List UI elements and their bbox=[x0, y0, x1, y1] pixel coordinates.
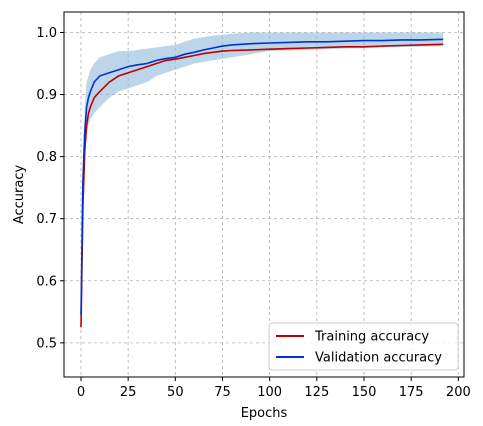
y-tick-label: 1.0 bbox=[36, 26, 57, 41]
x-tick-label: 50 bbox=[167, 385, 184, 400]
y-axis-label: Accuracy bbox=[12, 165, 27, 225]
plot-frame bbox=[63, 11, 465, 378]
std-band-area bbox=[81, 32, 444, 325]
x-tick-label: 150 bbox=[352, 385, 377, 400]
y-tick-label: 0.9 bbox=[36, 88, 57, 103]
legend-label-validation: Validation accuracy bbox=[315, 351, 442, 366]
y-tick-label: 0.8 bbox=[36, 150, 57, 165]
x-axis-ticks: 0 25 50 75 100 125 150 175 200 bbox=[77, 377, 471, 400]
legend: Training accuracy Validation accuracy bbox=[268, 322, 459, 371]
legend-box bbox=[268, 322, 459, 371]
y-axis-ticks: 0.5 0.6 0.7 0.8 0.9 1.0 bbox=[36, 26, 64, 351]
y-tick-label: 0.7 bbox=[36, 212, 57, 227]
grid-lines bbox=[64, 12, 464, 377]
x-axis-label: Epochs bbox=[241, 406, 288, 421]
validation-accuracy-line bbox=[80, 38, 444, 315]
x-tick-label: 0 bbox=[77, 385, 85, 400]
std-band bbox=[81, 32, 444, 325]
x-tick-label: 125 bbox=[304, 385, 329, 400]
legend-label-training: Training accuracy bbox=[314, 330, 429, 345]
x-tick-label: 175 bbox=[399, 385, 424, 400]
y-tick-label: 0.5 bbox=[36, 336, 57, 351]
y-tick-label: 0.6 bbox=[36, 274, 57, 289]
series-lines bbox=[80, 38, 444, 328]
x-tick-label: 25 bbox=[120, 385, 137, 400]
x-tick-label: 75 bbox=[214, 385, 231, 400]
training-accuracy-line bbox=[80, 43, 444, 328]
x-tick-label: 200 bbox=[446, 385, 471, 400]
x-tick-label: 100 bbox=[257, 385, 282, 400]
